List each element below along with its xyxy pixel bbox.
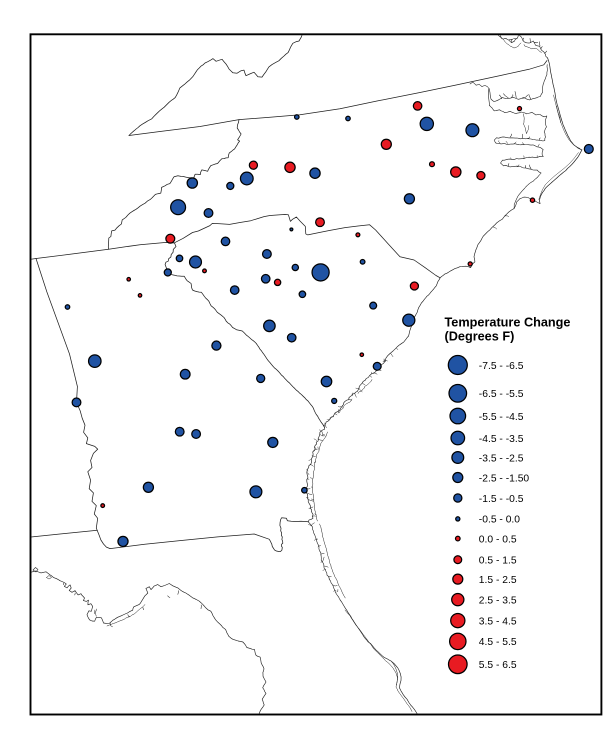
svg-text:-5.5 - -4.5: -5.5 - -4.5 <box>479 412 524 423</box>
svg-text:-2.5 - -1.50: -2.5 - -1.50 <box>479 473 530 484</box>
svg-text:-1.5 - -0.5: -1.5 - -0.5 <box>479 494 524 505</box>
svg-text:-6.5 - -5.5: -6.5 - -5.5 <box>479 389 524 400</box>
svg-text:4.5 - 5.5: 4.5 - 5.5 <box>479 637 517 648</box>
svg-text:0.0 - 0.5: 0.0 - 0.5 <box>479 534 517 545</box>
svg-text:Temperature Change: Temperature Change <box>445 316 571 330</box>
svg-text:0.5 - 1.5: 0.5 - 1.5 <box>479 556 517 567</box>
svg-text:3.5 - 4.5: 3.5 - 4.5 <box>479 616 517 627</box>
svg-text:2.5 - 3.5: 2.5 - 3.5 <box>479 595 517 606</box>
svg-text:-3.5 - -2.5: -3.5 - -2.5 <box>479 453 524 464</box>
svg-text:-0.5 - 0.0: -0.5 - 0.0 <box>479 515 520 526</box>
svg-text:5.5 - 6.5: 5.5 - 6.5 <box>479 660 517 671</box>
svg-text:(Degrees F): (Degrees F) <box>445 329 515 343</box>
svg-text:-7.5 - -6.5: -7.5 - -6.5 <box>479 361 524 372</box>
svg-text:1.5 - 2.5: 1.5 - 2.5 <box>479 575 517 586</box>
svg-text:-4.5 - -3.5: -4.5 - -3.5 <box>479 434 524 445</box>
